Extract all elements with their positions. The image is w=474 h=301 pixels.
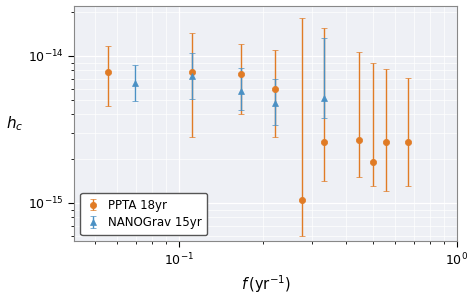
Legend: PPTA 18yr, NANOGrav 15yr: PPTA 18yr, NANOGrav 15yr [81, 193, 207, 235]
X-axis label: $f\,(\mathrm{yr}^{-1})$: $f\,(\mathrm{yr}^{-1})$ [241, 274, 291, 296]
Y-axis label: $h_c$: $h_c$ [6, 114, 23, 133]
